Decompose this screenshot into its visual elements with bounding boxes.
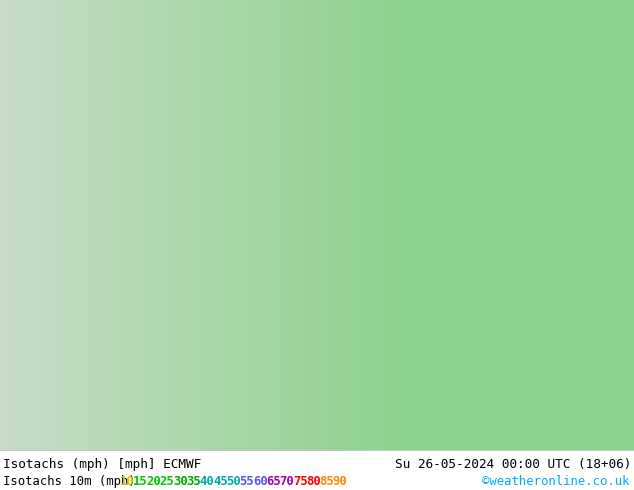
Text: 75: 75 <box>293 475 307 488</box>
Text: 40: 40 <box>200 475 214 488</box>
Text: 30: 30 <box>173 475 188 488</box>
Text: 70: 70 <box>280 475 294 488</box>
Text: 25: 25 <box>160 475 174 488</box>
Text: 90: 90 <box>333 475 347 488</box>
Text: 15: 15 <box>133 475 148 488</box>
Text: 20: 20 <box>146 475 161 488</box>
Text: 60: 60 <box>253 475 268 488</box>
Text: 55: 55 <box>240 475 254 488</box>
Text: Su 26-05-2024 00:00 UTC (18+06): Su 26-05-2024 00:00 UTC (18+06) <box>394 458 631 471</box>
Text: Isotachs 10m (mph): Isotachs 10m (mph) <box>3 475 136 488</box>
Text: 85: 85 <box>320 475 334 488</box>
Text: Isotachs (mph) [mph] ECMWF: Isotachs (mph) [mph] ECMWF <box>3 458 201 471</box>
Text: 45: 45 <box>213 475 228 488</box>
Text: 35: 35 <box>186 475 201 488</box>
Text: 50: 50 <box>226 475 241 488</box>
Text: 65: 65 <box>266 475 281 488</box>
Text: 80: 80 <box>306 475 321 488</box>
Text: ©weatheronline.co.uk: ©weatheronline.co.uk <box>481 475 629 488</box>
Text: 10: 10 <box>120 475 134 488</box>
